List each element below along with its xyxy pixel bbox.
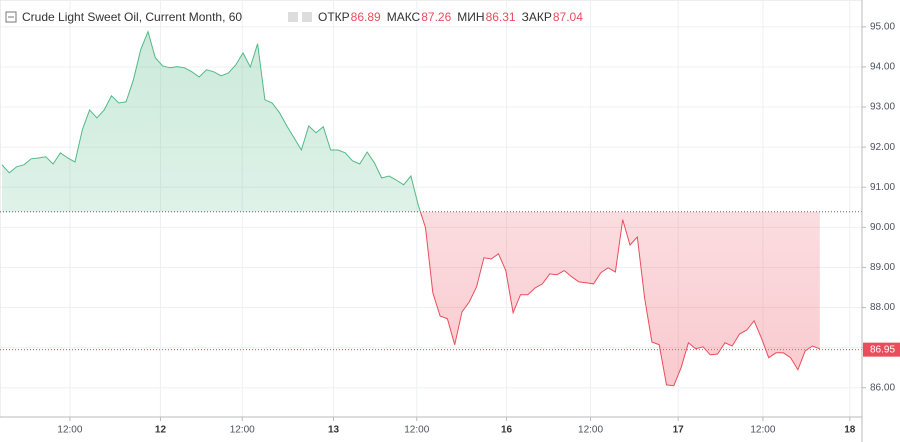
last-price-label: 86.95 bbox=[870, 344, 895, 355]
area-below bbox=[2, 211, 820, 386]
x-tick-label: 12:00 bbox=[750, 425, 775, 436]
collapse-icon[interactable] bbox=[5, 11, 17, 23]
last-price-box bbox=[863, 342, 900, 357]
chart-title: Crude Light Sweet Oil, Current Month, 60 bbox=[22, 10, 242, 24]
x-tick-label: 12:00 bbox=[578, 425, 603, 436]
area-above bbox=[2, 31, 421, 212]
x-tick-label: 17 bbox=[673, 425, 685, 436]
settings-icon[interactable] bbox=[288, 12, 298, 22]
y-tick-label: 95.00 bbox=[870, 22, 895, 33]
x-tick-label: 12:00 bbox=[230, 425, 255, 436]
x-tick-label: 12 bbox=[155, 425, 167, 436]
y-tick-label: 93.00 bbox=[870, 102, 895, 113]
ohlc-label: ЗАКР bbox=[522, 10, 552, 24]
y-tick-label: 92.00 bbox=[870, 142, 895, 153]
y-tick-label: 86.00 bbox=[870, 382, 895, 393]
ohlc-value: 87.26 bbox=[421, 10, 451, 24]
y-tick-label: 91.00 bbox=[870, 182, 895, 193]
close-icon[interactable] bbox=[302, 12, 312, 22]
ohlc-value: 86.89 bbox=[351, 10, 381, 24]
y-tick-label: 88.00 bbox=[870, 302, 895, 313]
ohlc-label: ОТКР bbox=[318, 10, 350, 24]
x-tick-label: 12:00 bbox=[57, 425, 82, 436]
ohlc-label: МАКС bbox=[387, 10, 421, 24]
x-tick-label: 16 bbox=[501, 425, 513, 436]
ohlc-label: МИН bbox=[457, 10, 484, 24]
x-tick-label: 12:00 bbox=[404, 425, 429, 436]
x-tick-label: 13 bbox=[328, 425, 340, 436]
marks bbox=[0, 30, 862, 387]
line-below bbox=[419, 211, 820, 387]
y-tick-label: 90.00 bbox=[870, 222, 895, 233]
y-tick-label: 94.00 bbox=[870, 62, 895, 73]
ohlc-value: 86.31 bbox=[486, 10, 516, 24]
header: Crude Light Sweet Oil, Current Month, 60… bbox=[5, 10, 583, 24]
x-tick-label: 18 bbox=[844, 425, 856, 436]
ohlc-value: 87.04 bbox=[553, 10, 583, 24]
y-tick-label: 89.00 bbox=[870, 262, 895, 273]
line-above bbox=[1, 30, 421, 212]
